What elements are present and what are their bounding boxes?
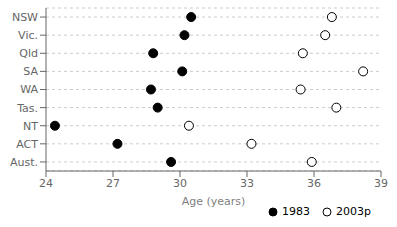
svg-text:Tas.: Tas.	[16, 102, 38, 115]
svg-text:NSW: NSW	[12, 11, 38, 24]
svg-text:Aust.: Aust.	[10, 156, 38, 169]
html-text:2003p: 2003p	[336, 205, 371, 218]
svg-text:Age (years): Age (years)	[182, 195, 246, 208]
html-text:1983: 1983	[282, 205, 310, 218]
svg-text:33: 33	[240, 177, 254, 190]
svg-text:SA: SA	[23, 65, 38, 78]
svg-text:NT: NT	[23, 120, 38, 133]
svg-text:Vic.: Vic.	[18, 29, 38, 42]
svg-text:WA: WA	[20, 83, 38, 96]
svg-text:30: 30	[173, 177, 187, 190]
svg-text:ACT: ACT	[16, 138, 38, 151]
svg-text:39: 39	[374, 177, 388, 190]
svg-text:Qld: Qld	[19, 47, 38, 60]
svg-text:24: 24	[39, 177, 53, 190]
svg-text:27: 27	[106, 177, 120, 190]
svg-text:36: 36	[307, 177, 321, 190]
